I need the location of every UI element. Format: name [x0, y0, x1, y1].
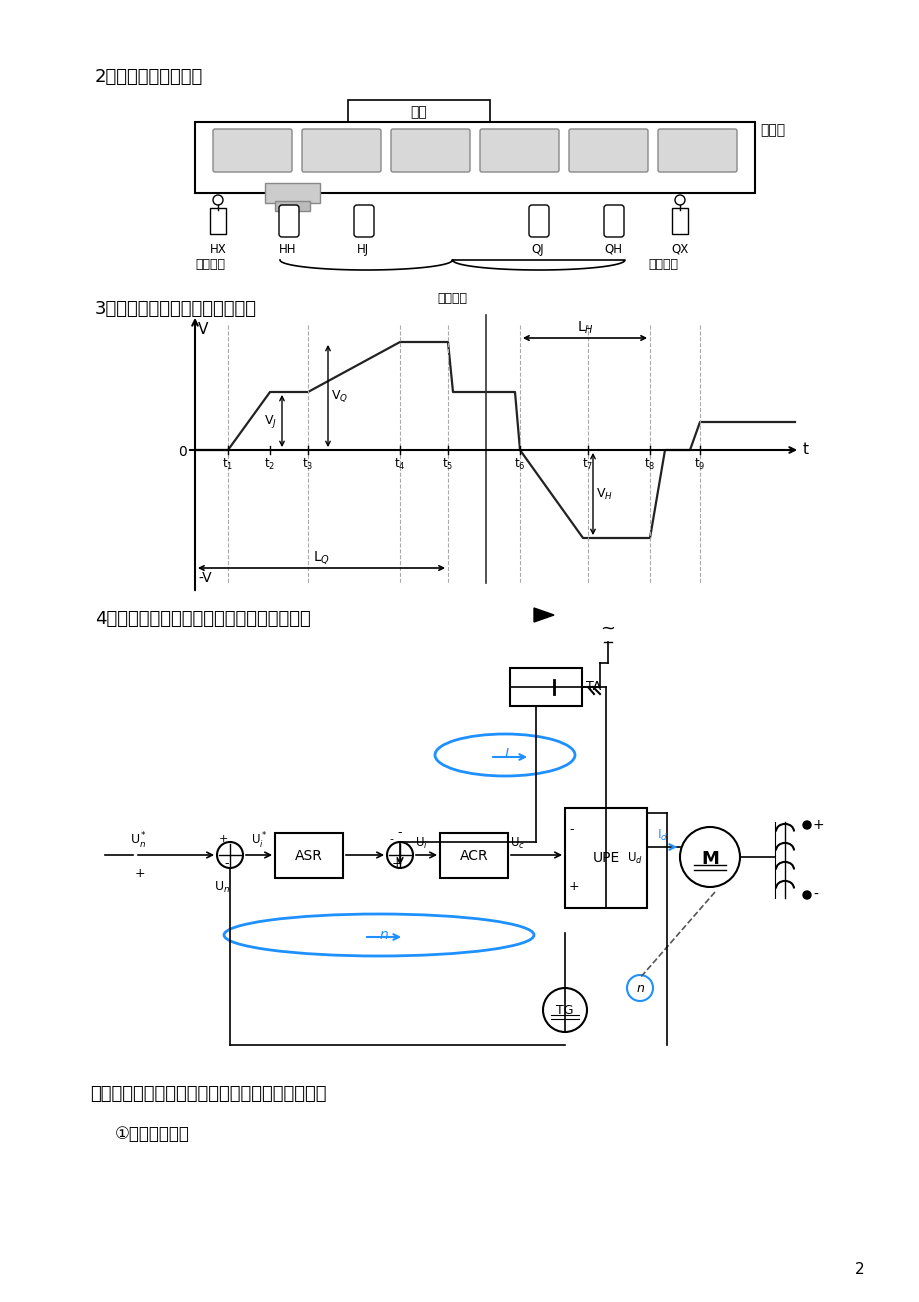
Text: HX: HX [210, 243, 226, 256]
Text: -: - [568, 823, 573, 836]
Text: I$_d$: I$_d$ [656, 828, 668, 842]
Text: L$_Q$: L$_Q$ [312, 549, 330, 566]
Text: 3、龙门刊床工作台速度运行曲线: 3、龙门刊床工作台速度运行曲线 [95, 299, 256, 318]
Text: t$_9$: t$_9$ [694, 457, 705, 473]
Text: 2、工作台控制示意图: 2、工作台控制示意图 [95, 68, 203, 86]
Bar [265, 184, 320, 203]
FancyBboxPatch shape [301, 129, 380, 172]
FancyBboxPatch shape [657, 129, 736, 172]
Text: U$_i$: U$_i$ [414, 836, 427, 852]
Text: 接近开关: 接近开关 [437, 292, 467, 305]
Text: 行程开关: 行程开关 [647, 258, 677, 271]
Text: HJ: HJ [357, 243, 369, 256]
Text: -V: -V [198, 572, 211, 585]
Text: U$_n$: U$_n$ [213, 880, 230, 894]
Text: t$_6$: t$_6$ [514, 457, 525, 473]
Bar [195, 122, 754, 193]
Text: QH: QH [604, 243, 621, 256]
Circle shape [802, 891, 811, 898]
Text: -: - [224, 857, 229, 870]
Text: 行程开关: 行程开关 [195, 258, 225, 271]
FancyBboxPatch shape [354, 204, 374, 237]
FancyBboxPatch shape [278, 204, 299, 237]
Bar [275, 833, 343, 878]
Text: U$_d$: U$_d$ [627, 850, 642, 866]
FancyBboxPatch shape [391, 129, 470, 172]
FancyBboxPatch shape [480, 129, 559, 172]
Text: V$_H$: V$_H$ [596, 487, 612, 501]
Text: +: + [812, 818, 823, 832]
Text: TA: TA [585, 681, 601, 694]
Text: V$_Q$: V$_Q$ [331, 388, 347, 404]
Bar [509, 668, 582, 706]
Bar [210, 208, 226, 234]
Circle shape [542, 988, 586, 1032]
Text: ASR: ASR [295, 849, 323, 862]
Circle shape [217, 842, 243, 868]
Text: 工作台: 工作台 [759, 122, 784, 137]
Polygon shape [533, 608, 553, 622]
Text: +: + [391, 857, 402, 870]
FancyBboxPatch shape [604, 204, 623, 237]
Bar [275, 201, 310, 211]
Text: t$_1$: t$_1$ [222, 457, 233, 473]
Text: V: V [198, 322, 208, 337]
Text: 0: 0 [178, 445, 187, 460]
Text: t$_7$: t$_7$ [582, 457, 593, 473]
Text: ①跟随性能指标: ①跟随性能指标 [115, 1125, 189, 1143]
Text: QX: QX [671, 243, 688, 256]
FancyBboxPatch shape [213, 129, 291, 172]
Text: +: + [219, 835, 228, 844]
Text: t$_5$: t$_5$ [442, 457, 453, 473]
Text: t: t [802, 443, 808, 457]
Text: I: I [505, 747, 508, 760]
Text: -: - [397, 825, 402, 838]
FancyBboxPatch shape [568, 129, 647, 172]
Bar [439, 833, 507, 878]
Text: UPE: UPE [592, 852, 619, 865]
Circle shape [679, 827, 739, 887]
Circle shape [627, 975, 652, 1001]
Text: ACR: ACR [460, 849, 488, 862]
Text: -: - [389, 835, 392, 844]
Circle shape [387, 842, 413, 868]
Text: U$_n^*$: U$_n^*$ [130, 831, 147, 852]
Text: t$_4$: t$_4$ [394, 457, 405, 473]
Text: n: n [380, 928, 388, 943]
Text: 4、转速、电流反馈控制直流调速系统原理图: 4、转速、电流反馈控制直流调速系统原理图 [95, 611, 311, 628]
Circle shape [675, 195, 685, 204]
Text: U$_i^*$: U$_i^*$ [251, 831, 267, 852]
Text: t$_3$: t$_3$ [302, 457, 313, 473]
Bar [347, 100, 490, 122]
Text: -: - [812, 888, 817, 902]
Circle shape [213, 195, 222, 204]
Text: U$_c$: U$_c$ [509, 836, 525, 852]
Text: （二）、转速、电流反馈控制直流调速系统的设计: （二）、转速、电流反馈控制直流调速系统的设计 [90, 1085, 326, 1103]
Text: HH: HH [279, 243, 297, 256]
Bar [564, 809, 646, 907]
Bar [671, 208, 687, 234]
Text: +: + [135, 867, 145, 880]
Text: 2: 2 [855, 1263, 864, 1277]
Text: M: M [700, 850, 718, 868]
Text: 工件: 工件 [410, 105, 427, 120]
Text: ~: ~ [600, 620, 615, 638]
Text: t$_2$: t$_2$ [264, 457, 276, 473]
Text: TG: TG [556, 1004, 573, 1017]
Text: QJ: QJ [531, 243, 544, 256]
Text: +: + [568, 879, 579, 892]
Text: n: n [636, 982, 644, 995]
FancyBboxPatch shape [528, 204, 549, 237]
Text: V$_J$: V$_J$ [264, 413, 277, 430]
Circle shape [802, 822, 811, 829]
Text: t$_8$: t$_8$ [643, 457, 655, 473]
Text: L$_H$: L$_H$ [576, 319, 593, 336]
